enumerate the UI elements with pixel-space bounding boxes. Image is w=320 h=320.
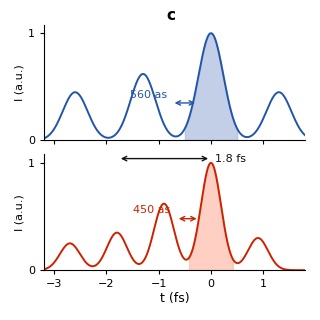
Y-axis label: I (a.u.): I (a.u.) <box>15 194 25 231</box>
Text: 1.8 fs: 1.8 fs <box>215 154 246 164</box>
Text: 450 as: 450 as <box>132 205 170 215</box>
Y-axis label: I (a.u.): I (a.u.) <box>15 64 25 101</box>
X-axis label: t (fs): t (fs) <box>160 292 189 305</box>
Text: c: c <box>166 8 175 23</box>
Text: 560 as: 560 as <box>130 90 167 100</box>
